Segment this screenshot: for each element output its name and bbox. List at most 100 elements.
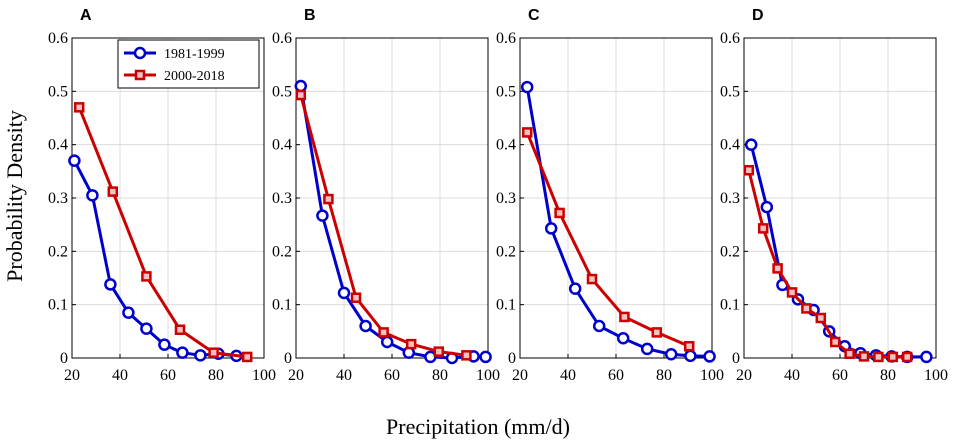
legend-label-2000-2018: 2000-2018 xyxy=(164,69,225,84)
panel-c-y-tick-label: 0.3 xyxy=(496,190,516,207)
panel-d: 20 40 60 80 100 0 0.1 0.2 0.3 0.4 0.5 0.6 D xyxy=(720,7,948,384)
panel-b-y-tick-label: 0.6 xyxy=(272,30,292,47)
panel-d-series-2000-2018-point xyxy=(844,348,855,359)
panel-b-x-tick-label: 60 xyxy=(384,367,400,384)
panel-a-y-tick-label: 0.1 xyxy=(48,297,68,314)
panel-d-x-tick-label: 20 xyxy=(736,367,752,384)
panel-c-series-1981-1999-point xyxy=(616,332,630,345)
panel-c: 20 40 60 80 100 0 0.1 0.2 0.3 0.4 0.5 0.6 C xyxy=(496,7,724,384)
panel-d-series-2000-2018-point xyxy=(858,351,870,362)
panel-a-x-tick-label: 100 xyxy=(252,367,276,384)
panel-d-series-1981-1999 xyxy=(744,138,933,364)
panel-a-x-tick-label: 20 xyxy=(64,367,80,384)
panel-d-y-tick-label: 0.3 xyxy=(720,190,740,207)
panel-d-series-2000-2018-point xyxy=(786,287,798,298)
panel-c-x-tick-label: 60 xyxy=(608,367,624,384)
panel-d-series-2000-2018-point xyxy=(901,351,913,363)
panel-a-series-2000-2018-line xyxy=(77,106,248,359)
y-axis-title: Probability Density xyxy=(2,110,27,282)
panel-d-series-2000-2018-point xyxy=(743,165,755,176)
panel-c-x-tick-label: 40 xyxy=(560,367,576,384)
panel-a-series-1981-1999-point xyxy=(176,346,189,359)
panel-c-y-tick-label: 0.4 xyxy=(496,137,516,154)
panel-d-x-tick-label: 100 xyxy=(924,367,948,384)
panel-b-letter: B xyxy=(304,7,316,24)
panel-a-y-tick-label: 0 xyxy=(60,350,68,367)
panel-a-x-tick-label: 40 xyxy=(112,367,128,384)
panel-a-series-2000-2018-point xyxy=(174,324,186,335)
panel-a-series-1981-1999-point xyxy=(140,322,153,335)
panel-c-series-2000-2018-point xyxy=(554,207,565,219)
panel-d-series-2000-2018-point xyxy=(829,336,841,348)
panel-b-x-tick-label: 80 xyxy=(432,367,448,384)
panel-d-y-tick-label: 0 xyxy=(732,350,740,367)
panel-b-series-2000-2018-point xyxy=(461,350,472,361)
panel-a-series-1981-1999-line xyxy=(73,160,237,358)
panel-d-series-2000-2018-point xyxy=(887,351,899,363)
panel-b-series-2000-2018-point xyxy=(405,338,417,350)
panel-b-series-2000-2018-point xyxy=(433,346,445,357)
panel-d-y-tick-label: 0.5 xyxy=(720,83,740,100)
panel-b-series-1981-1999-point xyxy=(380,335,394,349)
panel-d-x-tick-label: 40 xyxy=(784,367,800,384)
panel-a-series-1981-1999-point xyxy=(104,278,117,291)
panel-a-x-tick-label: 80 xyxy=(208,367,224,384)
panel-c-y-tick-label: 0 xyxy=(508,350,516,367)
panel-b-series-1981-1999-point xyxy=(316,209,329,222)
panels: 20 40 60 80 100 0 0.1 0.2 0.3 0.4 0.5 0.6 A 1981-1999… xyxy=(48,7,948,384)
panel-d-series-2000-2018-point xyxy=(801,303,812,314)
panel-c-x-tick-label: 100 xyxy=(700,367,724,384)
panel-b-x-tick-label: 100 xyxy=(476,367,500,384)
panel-c-x-tick-label: 20 xyxy=(512,367,528,384)
panel-b-y-tick-label: 0.4 xyxy=(272,137,292,154)
panel-b-series-2000-2018 xyxy=(295,89,472,361)
panel-b-series-1981-1999-point xyxy=(294,79,308,93)
panel-c-series-2000-2018-point xyxy=(683,341,695,352)
panel-d-series-1981-1999-point xyxy=(744,138,758,151)
panel-b-y-tick-label: 0.2 xyxy=(272,243,292,260)
panel-b-series-1981-1999-point xyxy=(424,350,437,364)
panel-c-y-tick-label: 0.6 xyxy=(496,30,516,47)
panel-d-y-tick-label: 0.6 xyxy=(720,30,740,47)
panel-c-series-1981-1999-point xyxy=(703,350,716,363)
panel-b-series-2000-2018-point xyxy=(323,193,334,205)
panel-b-x-tick-label: 20 xyxy=(288,367,304,384)
panel-b-series-2000-2018-point xyxy=(350,292,362,303)
panel-b-series-1981-1999-point xyxy=(337,286,351,300)
panel-d-series-2000-2018-point xyxy=(757,223,769,234)
panel-d-series-2000-2018-point xyxy=(815,312,827,324)
panel-b-series-2000-2018-point xyxy=(378,327,389,338)
panel-b-y-tick-label: 0 xyxy=(284,350,292,367)
panel-a-series-2000-2018-point xyxy=(208,347,219,358)
panel-c-series-1981-1999-point xyxy=(640,342,654,356)
panel-a-series-1981-1999-point xyxy=(194,349,207,362)
panel-a-y-tick-label: 0.3 xyxy=(48,190,68,207)
panel-a-y-tick-label: 0.6 xyxy=(48,30,68,47)
panel-b-y-tick-label: 0.5 xyxy=(272,83,292,100)
panel-a-series-1981-1999-point xyxy=(68,154,81,167)
legend-label-1981-1999: 1981-1999 xyxy=(164,47,225,62)
panel-c-series-1981-1999-line xyxy=(525,86,710,358)
panel-a-letter: A xyxy=(80,7,92,24)
panel-a-series-2000-2018 xyxy=(73,102,253,363)
x-axis-title: Precipitation (mm/d) xyxy=(386,414,570,439)
panel-a-series-2000-2018-point xyxy=(73,102,85,113)
panel-b-x-tick-label: 40 xyxy=(336,367,352,384)
legend: 1981-1999 2000-2018 xyxy=(117,39,260,89)
panel-c-y-tick-label: 0.2 xyxy=(496,243,516,260)
panel-a-y-tick-label: 0.5 xyxy=(48,83,68,100)
panel-a-y-tick-label: 0.4 xyxy=(48,137,68,154)
panel-a-y-tick-label: 0.2 xyxy=(48,243,68,260)
panel-b-y-tick-label: 0.1 xyxy=(272,297,292,314)
panel-c-series-1981-1999-point xyxy=(568,282,582,295)
panel-a-series-1981-1999-point xyxy=(122,306,135,319)
panel-c-series-2000-2018-point xyxy=(521,127,533,138)
panel-a-series-2000-2018-point xyxy=(241,351,253,363)
panel-a-series-1981-1999-point xyxy=(86,189,99,202)
panel-c-y-tick-label: 0.5 xyxy=(496,83,516,100)
panel-c-series-1981-1999-point xyxy=(664,348,678,361)
panel-d-y-tick-label: 0.2 xyxy=(720,243,740,260)
panel-c-series-1981-1999-point xyxy=(684,349,697,363)
panel-a-series-2000-2018-point xyxy=(141,271,152,282)
